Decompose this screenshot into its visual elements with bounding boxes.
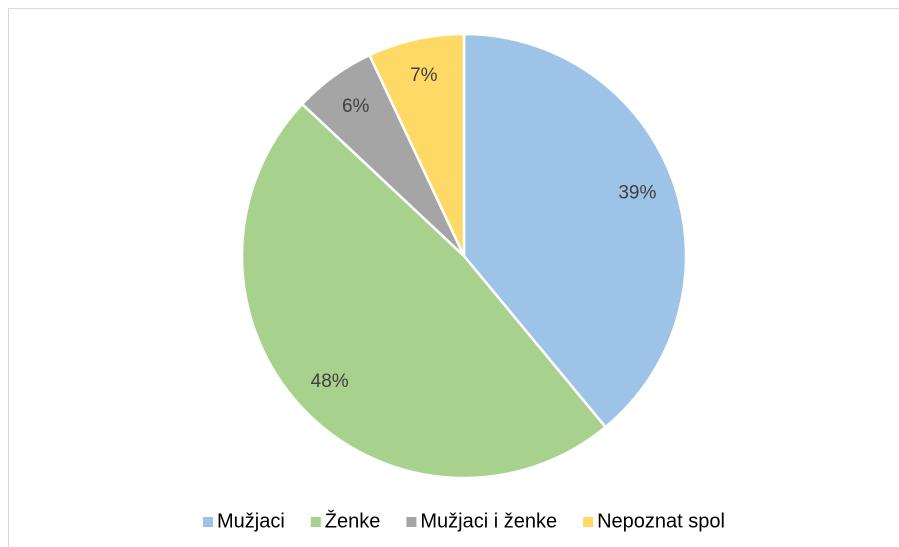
data-label: 48% [311, 371, 349, 392]
pie-slice [462, 32, 688, 429]
legend-label: Ženke [325, 509, 381, 532]
data-label: 6% [342, 96, 370, 117]
legend-swatch [406, 517, 417, 527]
legend-swatch [310, 517, 321, 527]
legend-label: Nepoznat spol [597, 510, 725, 532]
pie-slice [367, 32, 466, 257]
pie-slice [240, 102, 608, 480]
legend-swatch [203, 517, 214, 527]
data-label: 7% [410, 65, 438, 86]
legend-label: Mužjaci [217, 510, 285, 532]
data-label: 39% [618, 183, 656, 204]
legend-swatch [583, 517, 594, 527]
legend-label: Mužjaci i ženke [420, 510, 557, 532]
